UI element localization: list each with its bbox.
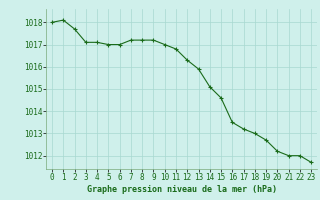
X-axis label: Graphe pression niveau de la mer (hPa): Graphe pression niveau de la mer (hPa)	[87, 185, 276, 194]
